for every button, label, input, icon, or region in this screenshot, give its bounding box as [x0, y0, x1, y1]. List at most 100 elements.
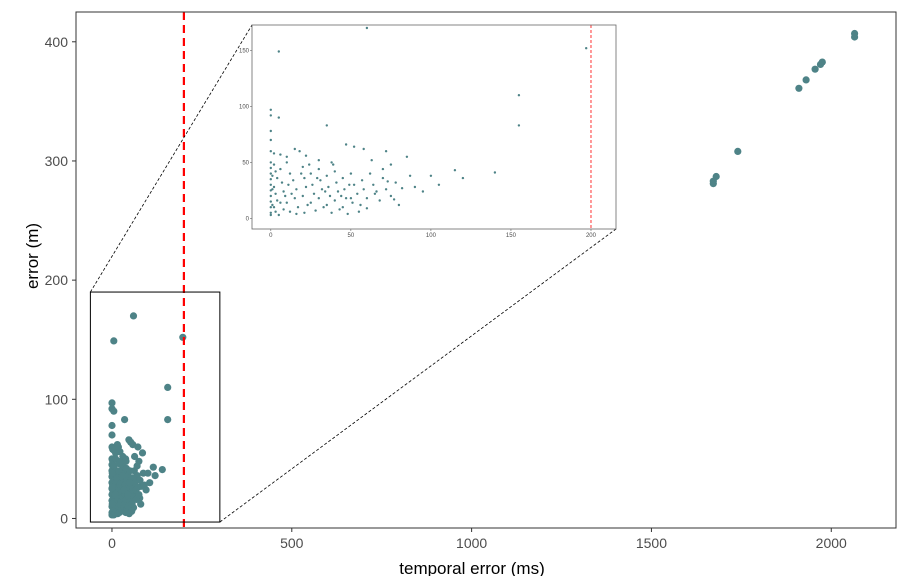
inset-data-point [309, 201, 312, 204]
y-axis: 0 100 200 300 400 [45, 34, 76, 526]
inset-data-point [327, 185, 330, 189]
inset-data-point [373, 192, 377, 195]
data-point [149, 463, 157, 471]
inset-y-tick-label: 150 [239, 48, 250, 54]
data-point [802, 76, 810, 84]
inset-point-layer [269, 26, 588, 217]
inset-data-point [405, 155, 409, 158]
inset-panel-border [251, 24, 617, 230]
y-tick-label: 0 [60, 510, 68, 526]
inset-data-point [493, 171, 497, 174]
inset-data-point [279, 167, 282, 171]
inset-data-point [301, 194, 304, 198]
inset-data-point [292, 179, 295, 182]
inset-data-point [317, 159, 320, 162]
inset-data-point [269, 108, 272, 112]
inset-data-point [349, 172, 353, 175]
data-point [133, 462, 141, 470]
inset-data-point [269, 166, 272, 170]
data-point [129, 312, 138, 320]
x-tick-label: 0 [108, 535, 116, 551]
inset-data-point [408, 174, 412, 177]
data-point [108, 431, 116, 439]
inset-data-point [282, 190, 285, 193]
data-point [709, 180, 717, 188]
data-point [164, 416, 172, 424]
data-point [142, 486, 150, 494]
inset-data-point [344, 197, 348, 200]
inset-data-point [365, 207, 369, 210]
inset-y-tick-label: 0 [246, 216, 250, 222]
inset-data-point [352, 183, 356, 186]
inset-data-point [279, 201, 282, 204]
inset-data-point [330, 211, 333, 214]
y-tick-label: 200 [45, 272, 69, 288]
inset-data-point [271, 203, 274, 207]
inset-data-point [301, 165, 304, 169]
data-point [108, 500, 116, 508]
inset-data-point [269, 194, 272, 198]
inset-data-point [389, 194, 393, 198]
inset-data-point [389, 163, 393, 166]
data-point [117, 457, 125, 465]
x-tick-label: 2000 [816, 535, 847, 551]
inset-x-axis: 0 50 100 150 200 [269, 229, 597, 239]
inset-data-point [269, 114, 272, 117]
data-point [137, 500, 145, 508]
inset-data-point [372, 183, 375, 186]
inset-data-point [274, 192, 277, 195]
inset-data-point [394, 181, 397, 184]
inset-data-point [517, 124, 521, 127]
inset-data-point [295, 212, 298, 216]
inset-x-tick-label: 50 [348, 233, 355, 239]
inset-data-point [325, 203, 328, 207]
inset-y-tick-label: 50 [242, 160, 249, 166]
inset-x-tick-label: 0 [269, 233, 273, 239]
inset-x-tick-label: 200 [586, 233, 597, 239]
inset-data-point [293, 197, 296, 200]
inset-zoom-panel: 0 50 100 150 200 0 50 100 150 [239, 24, 617, 239]
inset-data-point [325, 174, 328, 177]
inset-data-point [381, 167, 385, 171]
inset-data-point [378, 199, 381, 202]
inset-data-point [316, 176, 319, 180]
inset-data-point [368, 172, 372, 175]
inset-data-point [269, 211, 272, 214]
inset-data-point [269, 138, 272, 142]
data-point [110, 337, 118, 345]
inset-data-point [269, 172, 272, 175]
inset-data-point [341, 206, 344, 209]
inset-data-point [370, 159, 373, 162]
inset-data-point [285, 155, 288, 158]
inset-background [252, 25, 616, 229]
inset-data-point [359, 203, 362, 207]
inset-data-point [272, 163, 276, 166]
inset-data-point [304, 185, 308, 189]
inset-data-point [290, 192, 293, 195]
inset-data-point [340, 194, 343, 198]
inset-data-point [272, 206, 276, 209]
inset-data-point [357, 210, 361, 213]
inset-data-point [333, 199, 336, 202]
data-point [131, 452, 139, 461]
data-point [108, 399, 116, 407]
data-point [111, 491, 119, 499]
inset-data-point [341, 176, 344, 180]
inset-data-point [271, 188, 274, 191]
data-point [151, 472, 159, 480]
data-point [124, 491, 132, 499]
data-point [158, 466, 166, 474]
inset-data-point [346, 212, 349, 216]
inset-data-point [274, 210, 277, 213]
inset-data-point [461, 176, 465, 180]
inset-data-point [285, 161, 288, 164]
inset-data-point [282, 208, 285, 211]
inset-data-point [303, 176, 306, 180]
inset-data-point [312, 192, 316, 195]
inset-data-point [308, 163, 311, 166]
inset-data-point [269, 150, 272, 153]
inset-data-point [269, 213, 272, 217]
inset-data-point [303, 211, 306, 214]
